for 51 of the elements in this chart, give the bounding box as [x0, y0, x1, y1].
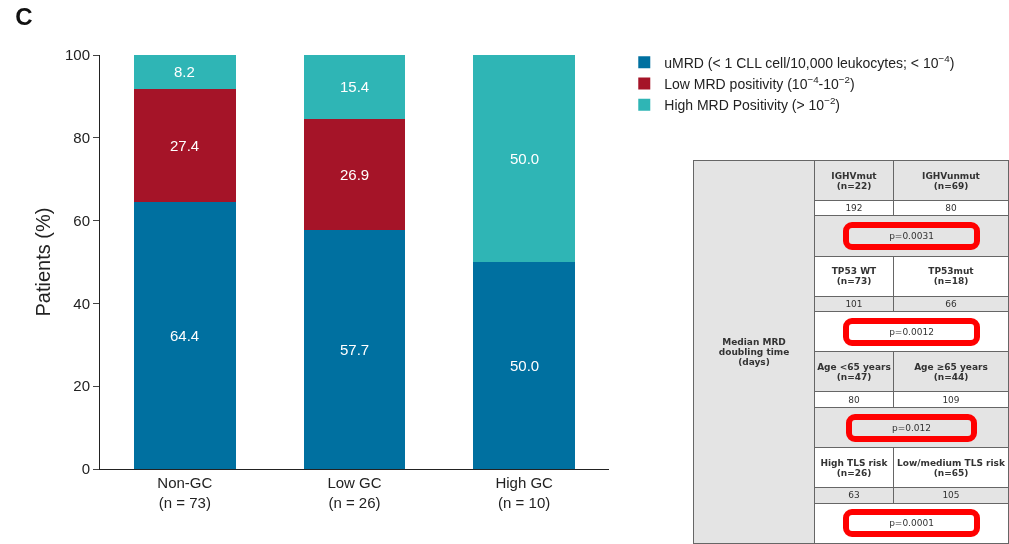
y-tick-label: 0 [81, 460, 90, 478]
y-tick-label: 80 [73, 129, 90, 147]
text: Age ≥65 years (n=44) [893, 351, 1009, 392]
rounded-frame: p=0.0012 [843, 317, 980, 346]
text: 101 [814, 296, 894, 312]
rounded-frame: p=0.012 [846, 413, 977, 442]
text: TP53mut (n=18) [893, 256, 1009, 297]
data-label: 50.0 [510, 150, 540, 167]
legend-label: Low MRD positivity (10$^{−4}$-10$^{−2}$) [664, 74, 855, 92]
text: Age <65 years (n=47) [814, 351, 894, 392]
text: TP53 WT (n=73) [814, 256, 894, 297]
rounded-frame: p=0.0031 [843, 222, 980, 251]
data-label: 15.4 [340, 78, 370, 95]
text: 109 [893, 391, 1009, 408]
data-label: 8.2 [174, 63, 195, 80]
x-tick-label: Non-GC (n = 73) [157, 474, 213, 511]
text: 192 [814, 200, 894, 216]
bar [473, 262, 576, 469]
y-axis-title: Patients (%) [32, 207, 54, 317]
y-tick-label: 100 [64, 46, 90, 64]
y-tick-label: 20 [73, 377, 90, 395]
legend-label: High MRD Positivity (> 10$^{−2}$) [664, 95, 840, 114]
text: 80 [893, 200, 1009, 216]
data-label: 57.7 [340, 341, 370, 358]
data-label: 26.9 [340, 166, 370, 183]
data-label: 64.4 [170, 327, 200, 344]
bar [133, 202, 236, 469]
bar [303, 118, 406, 231]
bar [303, 230, 406, 469]
legend-label: uMRD (< 1 CLL cell/10,000 leukocytes; < 10$^{−4}$) [664, 52, 955, 71]
text: 63 [814, 487, 894, 504]
text: Median MRD doubling time (days) [693, 160, 815, 544]
y-tick-label: 60 [73, 211, 90, 229]
chart-title: C [15, 2, 33, 30]
rounded-frame: p=0.0001 [843, 509, 980, 538]
text: IGHVmut (n=22) [814, 160, 894, 201]
text: 80 [814, 391, 894, 408]
text: 66 [893, 296, 1009, 312]
bar [303, 55, 406, 119]
bar [473, 55, 576, 262]
data-label: 27.4 [170, 137, 200, 154]
text: Low/medium TLS risk (n=65) [893, 447, 1009, 488]
x-tick-label: Low GC (n = 26) [327, 474, 382, 511]
data-label: 50.0 [510, 357, 540, 374]
text: High TLS risk (n=26) [814, 447, 894, 488]
x-tick-label: High GC (n = 10) [495, 474, 554, 511]
bar [133, 55, 236, 89]
text: 105 [893, 487, 1009, 504]
text: IGHVunmut (n=69) [893, 160, 1009, 201]
bar [133, 88, 236, 203]
y-tick-label: 40 [73, 294, 90, 312]
